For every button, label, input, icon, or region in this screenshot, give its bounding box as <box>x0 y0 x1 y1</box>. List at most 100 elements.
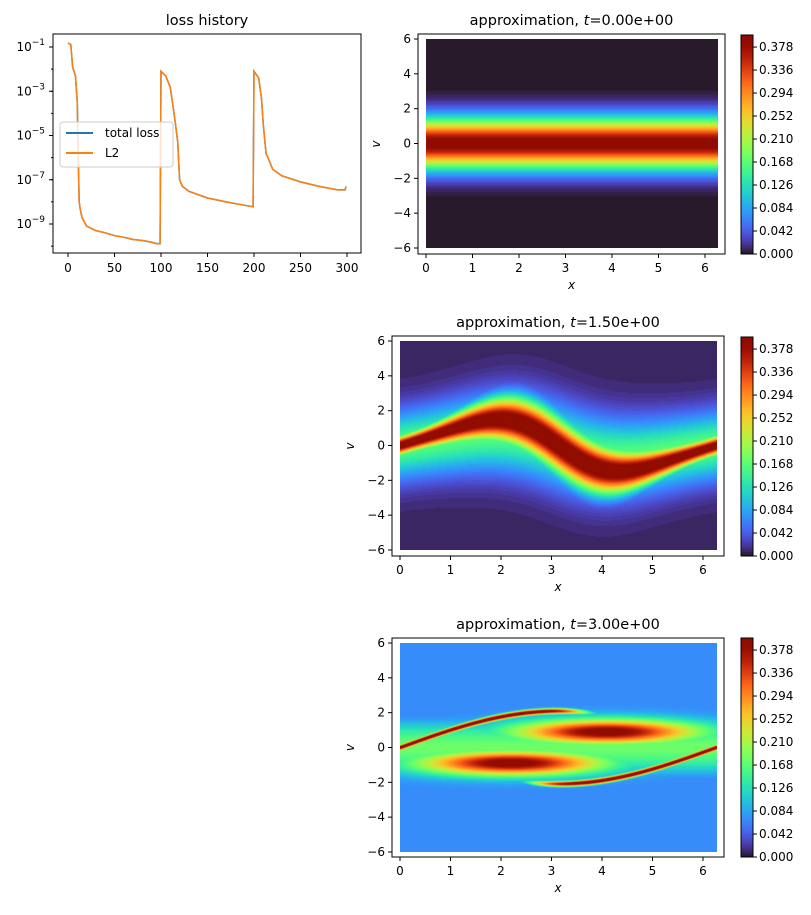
colorbar-level <box>741 118 753 121</box>
colorbar-level <box>741 655 753 659</box>
y-tick-label: 10−1 <box>16 38 45 54</box>
colorbar-level <box>741 369 753 373</box>
colorbar-level <box>741 778 753 781</box>
x-tick-label: 150 <box>196 261 219 275</box>
y-tick-label: −6 <box>367 845 385 859</box>
chart-title: approximation, t=1.50e+00 <box>456 315 660 331</box>
colorbar-level <box>741 142 753 145</box>
colorbar-level <box>741 817 753 821</box>
colorbar-level <box>741 670 753 674</box>
colorbar-level <box>741 72 753 75</box>
approximation-plot-t0: approximation, t=0.00e+00 0 1 2 3 4 5 6 −6 −4 −2 0 2… <box>369 13 793 292</box>
colorbar-level <box>741 507 753 511</box>
title-title-var: t <box>570 617 577 633</box>
colorbar-level <box>741 846 753 849</box>
colorbar-level <box>741 201 753 205</box>
legend: total loss L2 <box>59 121 174 168</box>
colorbar-level <box>741 481 753 485</box>
colorbar-level <box>741 664 753 667</box>
y-tick-exponent: −5 <box>32 127 45 137</box>
colorbar-level <box>741 540 753 544</box>
y-tick-label: 2 <box>403 102 411 116</box>
colorbar-level <box>741 518 753 522</box>
colorbar-level <box>741 137 753 141</box>
colorbar-tick-label: 0.336 <box>759 365 793 379</box>
colorbar-level <box>741 646 753 650</box>
colorbar-level <box>741 640 753 643</box>
x-tick-label: 4 <box>608 261 616 275</box>
colorbar-level <box>741 365 753 369</box>
colorbar-level <box>741 767 753 770</box>
colorbar-level <box>741 212 753 215</box>
colorbar-level <box>741 721 753 724</box>
colorbar-tick-label: 0.168 <box>759 155 793 169</box>
colorbar-level <box>741 811 753 814</box>
colorbar-level <box>741 74 753 78</box>
colorbar-level <box>741 236 753 240</box>
colorbar-level <box>741 815 753 818</box>
y-tick-label: 0 <box>403 137 411 151</box>
approximation-plot-t3: approximation, t=3.00e+00 0 1 2 3 4 5 6 −6 −4 −2 0 2… <box>343 617 793 895</box>
colorbar-tick-label: 0.252 <box>759 109 793 123</box>
legend-label: L2 <box>105 146 119 160</box>
colorbar-level <box>741 411 753 415</box>
colorbar-level <box>741 358 753 362</box>
colorbar-level <box>741 531 753 535</box>
colorbar-level <box>741 341 753 344</box>
colorbar-level <box>741 124 753 128</box>
colorbar-level <box>741 642 753 645</box>
colorbar-level <box>741 835 753 838</box>
colorbar-level <box>741 363 753 366</box>
x-tick-label: 1 <box>447 864 455 878</box>
colorbar-level <box>741 190 753 194</box>
colorbar-level <box>741 144 753 148</box>
colorbar-level <box>741 719 753 722</box>
colorbar-level <box>741 376 753 380</box>
colorbar-level <box>741 512 753 515</box>
colorbar-level <box>741 782 753 786</box>
title-title-value: =0.00e+00 <box>589 13 673 29</box>
colorbar-level <box>741 113 753 117</box>
colorbar-level <box>741 771 753 775</box>
colorbar-level <box>741 549 753 553</box>
y-tick-label: −2 <box>393 171 411 185</box>
colorbar-level <box>741 683 753 687</box>
colorbar-level <box>741 214 753 218</box>
colorbar-level <box>741 483 753 487</box>
colorbar-level <box>741 105 753 108</box>
x-tick-label: 1 <box>447 563 455 577</box>
colorbar-tick-label: 0.336 <box>759 666 793 680</box>
colorbar-level <box>741 699 753 702</box>
colorbar-level <box>741 345 753 349</box>
colorbar-level <box>741 477 753 480</box>
colorbar-level <box>741 832 753 836</box>
x-tick-label: 3 <box>548 864 556 878</box>
colorbar-level <box>741 415 753 419</box>
colorbar-level <box>741 133 753 137</box>
y-tick-label: 6 <box>377 334 385 348</box>
x-tick-label: 300 <box>336 261 359 275</box>
y-axis-label: v <box>369 140 383 148</box>
colorbar-level <box>741 708 753 711</box>
colorbar-level <box>741 435 753 439</box>
title-title-prefix: approximation, <box>456 617 570 633</box>
y-tick-label: 4 <box>403 67 411 81</box>
colorbar-level <box>741 455 753 458</box>
colorbar-level <box>741 367 753 371</box>
colorbar-level <box>741 468 753 471</box>
colorbar-level <box>741 773 753 777</box>
colorbar-level <box>741 710 753 713</box>
colorbar-level <box>741 453 753 456</box>
colorbar: 0.000 0.042 0.084 0.126 0.168 0.210 0.252 0.294… <box>740 637 793 864</box>
colorbar-level <box>741 527 753 531</box>
colorbar-level <box>741 177 753 180</box>
colorbar-tick-label: 0.294 <box>759 86 793 100</box>
colorbar-level <box>741 52 753 56</box>
colorbar-tick-label: 0.042 <box>759 224 793 238</box>
colorbar-level <box>741 516 753 520</box>
colorbar-level <box>741 126 753 130</box>
x-axis-label: x <box>553 881 562 895</box>
colorbar-level <box>741 67 753 71</box>
colorbar-level <box>741 791 753 794</box>
